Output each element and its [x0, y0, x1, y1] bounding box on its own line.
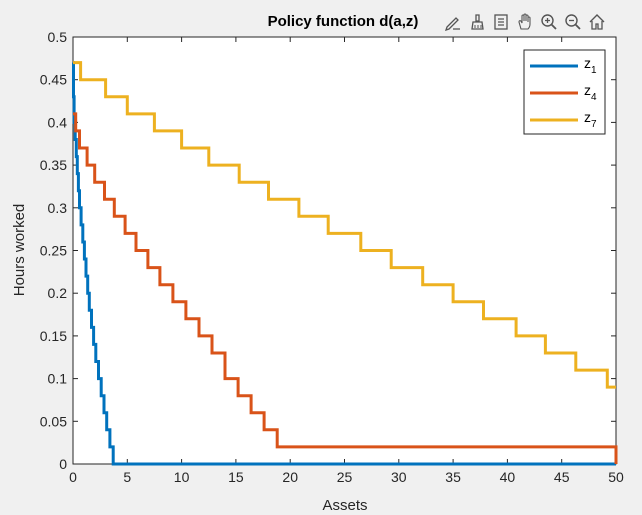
axes-toolbar [443, 11, 607, 33]
datatip-icon[interactable] [491, 12, 511, 32]
y-axis-label: Hours worked [11, 204, 28, 297]
y-tick-label: 0.45 [40, 72, 67, 88]
legend-subscript: 4 [591, 92, 597, 103]
y-tick-label: 0.15 [40, 328, 67, 344]
y-tick-label: 0.05 [40, 413, 67, 429]
x-tick-label: 15 [228, 469, 244, 485]
home-icon[interactable] [587, 12, 607, 32]
edit-icon[interactable] [443, 12, 463, 32]
x-tick-label: 10 [174, 469, 190, 485]
series-line-z4 [73, 112, 618, 464]
series-layer [72, 61, 618, 466]
series-line-z7 [73, 61, 616, 389]
x-tick-label: 5 [123, 469, 131, 485]
x-tick-label: 20 [282, 469, 298, 485]
x-tick-label: 30 [391, 469, 407, 485]
x-tick-label: 25 [337, 469, 353, 485]
x-tick-label: 0 [69, 469, 77, 485]
y-tick-label: 0.4 [48, 114, 68, 130]
x-tick-label: 35 [445, 469, 461, 485]
ticks-layer: 0 5 10 15 20 25 30 35 40 45 50 0 0.05 0.1 0.15 0.2 0.25 0… [40, 29, 624, 485]
y-tick-label: 0 [59, 456, 67, 472]
x-tick-label: 45 [554, 469, 570, 485]
y-tick-label: 0.2 [48, 285, 68, 301]
x-tick-label: 50 [608, 469, 624, 485]
pan-hand-icon[interactable] [515, 12, 535, 32]
series-line-z1 [72, 61, 616, 466]
brush-icon[interactable] [467, 12, 487, 32]
chart-title: Policy function d(a,z) [268, 13, 419, 30]
zoom-in-icon[interactable] [539, 12, 559, 32]
y-tick-label: 0.3 [48, 200, 68, 216]
y-tick-label: 0.35 [40, 157, 67, 173]
zoom-out-icon[interactable] [563, 12, 583, 32]
y-tick-label: 0.25 [40, 243, 67, 259]
legend-subscript: 7 [591, 119, 597, 130]
x-axis-label: Assets [322, 497, 367, 514]
y-tick-label: 0.5 [48, 29, 68, 45]
legend-subscript: 1 [591, 65, 597, 76]
x-tick-label: 40 [500, 469, 516, 485]
y-tick-label: 0.1 [48, 371, 68, 387]
